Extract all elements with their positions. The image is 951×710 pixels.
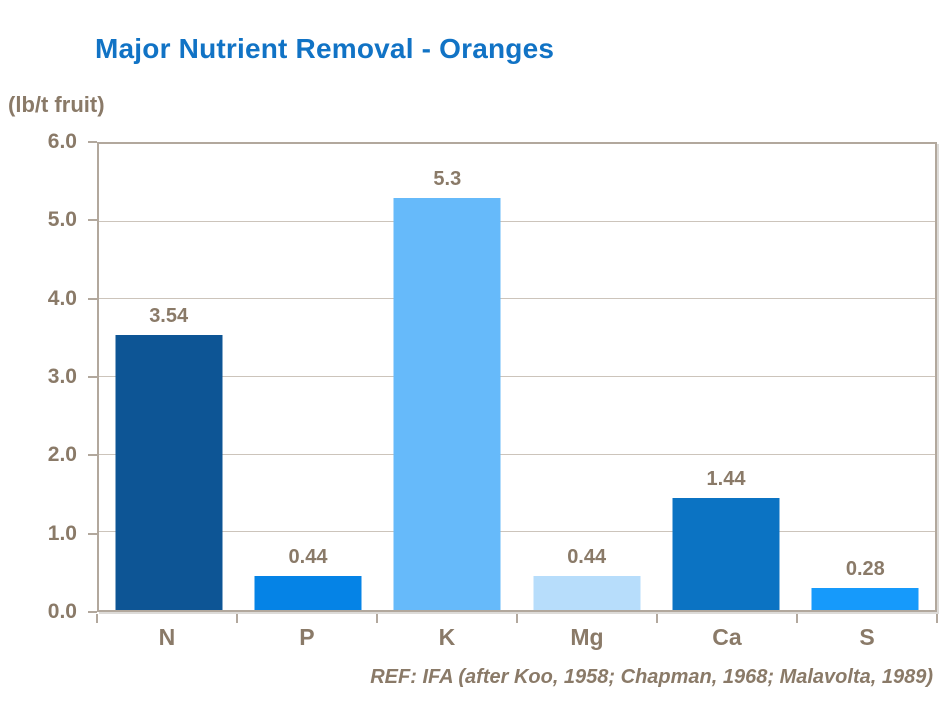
bar-value-label: 5.3 bbox=[433, 168, 462, 191]
reference-footnote: REF: IFA (after Koo, 1958; Chapman, 1968… bbox=[370, 666, 933, 688]
x-axis-label-n: N bbox=[158, 624, 176, 650]
y-tick-label: 0.0 bbox=[47, 600, 77, 623]
bar-p bbox=[254, 575, 362, 610]
x-axis-label-k: K bbox=[438, 624, 456, 650]
y-tick-mark bbox=[88, 611, 97, 613]
bar-value-label: 1.44 bbox=[706, 468, 746, 491]
bar-n bbox=[115, 335, 223, 610]
chart-title: Major Nutrient Removal - Oranges bbox=[95, 33, 555, 64]
y-tick-label: 3.0 bbox=[47, 365, 77, 388]
y-tick-label: 5.0 bbox=[47, 208, 77, 232]
gridline bbox=[99, 453, 935, 455]
x-axis-label-mg: Mg bbox=[570, 624, 604, 650]
bar-column-ca: 1.44 bbox=[656, 144, 795, 610]
x-tick-mark bbox=[936, 614, 938, 623]
y-axis-unit-label: (lb/t fruit) bbox=[8, 92, 105, 117]
bar-mg bbox=[533, 575, 641, 610]
x-axis-label-ca: Ca bbox=[712, 624, 742, 650]
y-tick-mark bbox=[88, 376, 97, 378]
x-tick-mark bbox=[375, 614, 378, 623]
y-tick-label: 2.0 bbox=[47, 443, 77, 467]
bar-column-p: 0.44 bbox=[238, 144, 377, 610]
bar-value-label: 0.44 bbox=[567, 545, 607, 568]
gridline bbox=[99, 376, 935, 377]
bar-column-n: 3.54 bbox=[99, 144, 238, 610]
y-tick-mark bbox=[88, 141, 97, 143]
bar-s bbox=[811, 588, 919, 610]
y-tick-label: 4.0 bbox=[47, 286, 77, 310]
gridline bbox=[99, 220, 935, 222]
bar-value-label: 3.54 bbox=[149, 305, 189, 328]
bar-column-k: 5.3 bbox=[378, 144, 517, 610]
x-tick-mark bbox=[796, 614, 798, 623]
x-axis-ticks bbox=[96, 612, 938, 624]
x-tick-mark bbox=[235, 614, 238, 623]
plot-area: 3.54 0.44 5.3 0.44 1.44 0.28 bbox=[97, 142, 937, 612]
bar-value-label: 0.44 bbox=[288, 545, 328, 568]
x-axis-label-s: S bbox=[859, 624, 875, 650]
y-tick-mark bbox=[88, 297, 97, 300]
bar-column-s: 0.28 bbox=[796, 144, 935, 610]
y-tick-mark bbox=[88, 454, 97, 457]
x-axis-labels: N P K Mg Ca S bbox=[97, 624, 937, 654]
y-tick-label: 1.0 bbox=[47, 521, 77, 545]
x-tick-mark bbox=[516, 614, 518, 623]
x-tick-mark bbox=[96, 614, 98, 623]
y-axis: 6.0 5.0 4.0 3.0 2.0 1.0 0.0 bbox=[0, 130, 97, 623]
y-tick-mark bbox=[88, 219, 97, 222]
y-tick-label: 6.0 bbox=[47, 130, 77, 153]
gridline bbox=[99, 531, 935, 533]
bar-column-mg: 0.44 bbox=[517, 144, 656, 610]
x-tick-mark bbox=[655, 614, 658, 623]
bar-ca bbox=[672, 498, 780, 610]
x-axis-label-p: P bbox=[299, 624, 315, 650]
bar-k bbox=[393, 198, 501, 610]
gridline bbox=[99, 298, 935, 300]
y-tick-mark bbox=[88, 532, 97, 535]
bar-value-label: 0.28 bbox=[845, 558, 885, 581]
